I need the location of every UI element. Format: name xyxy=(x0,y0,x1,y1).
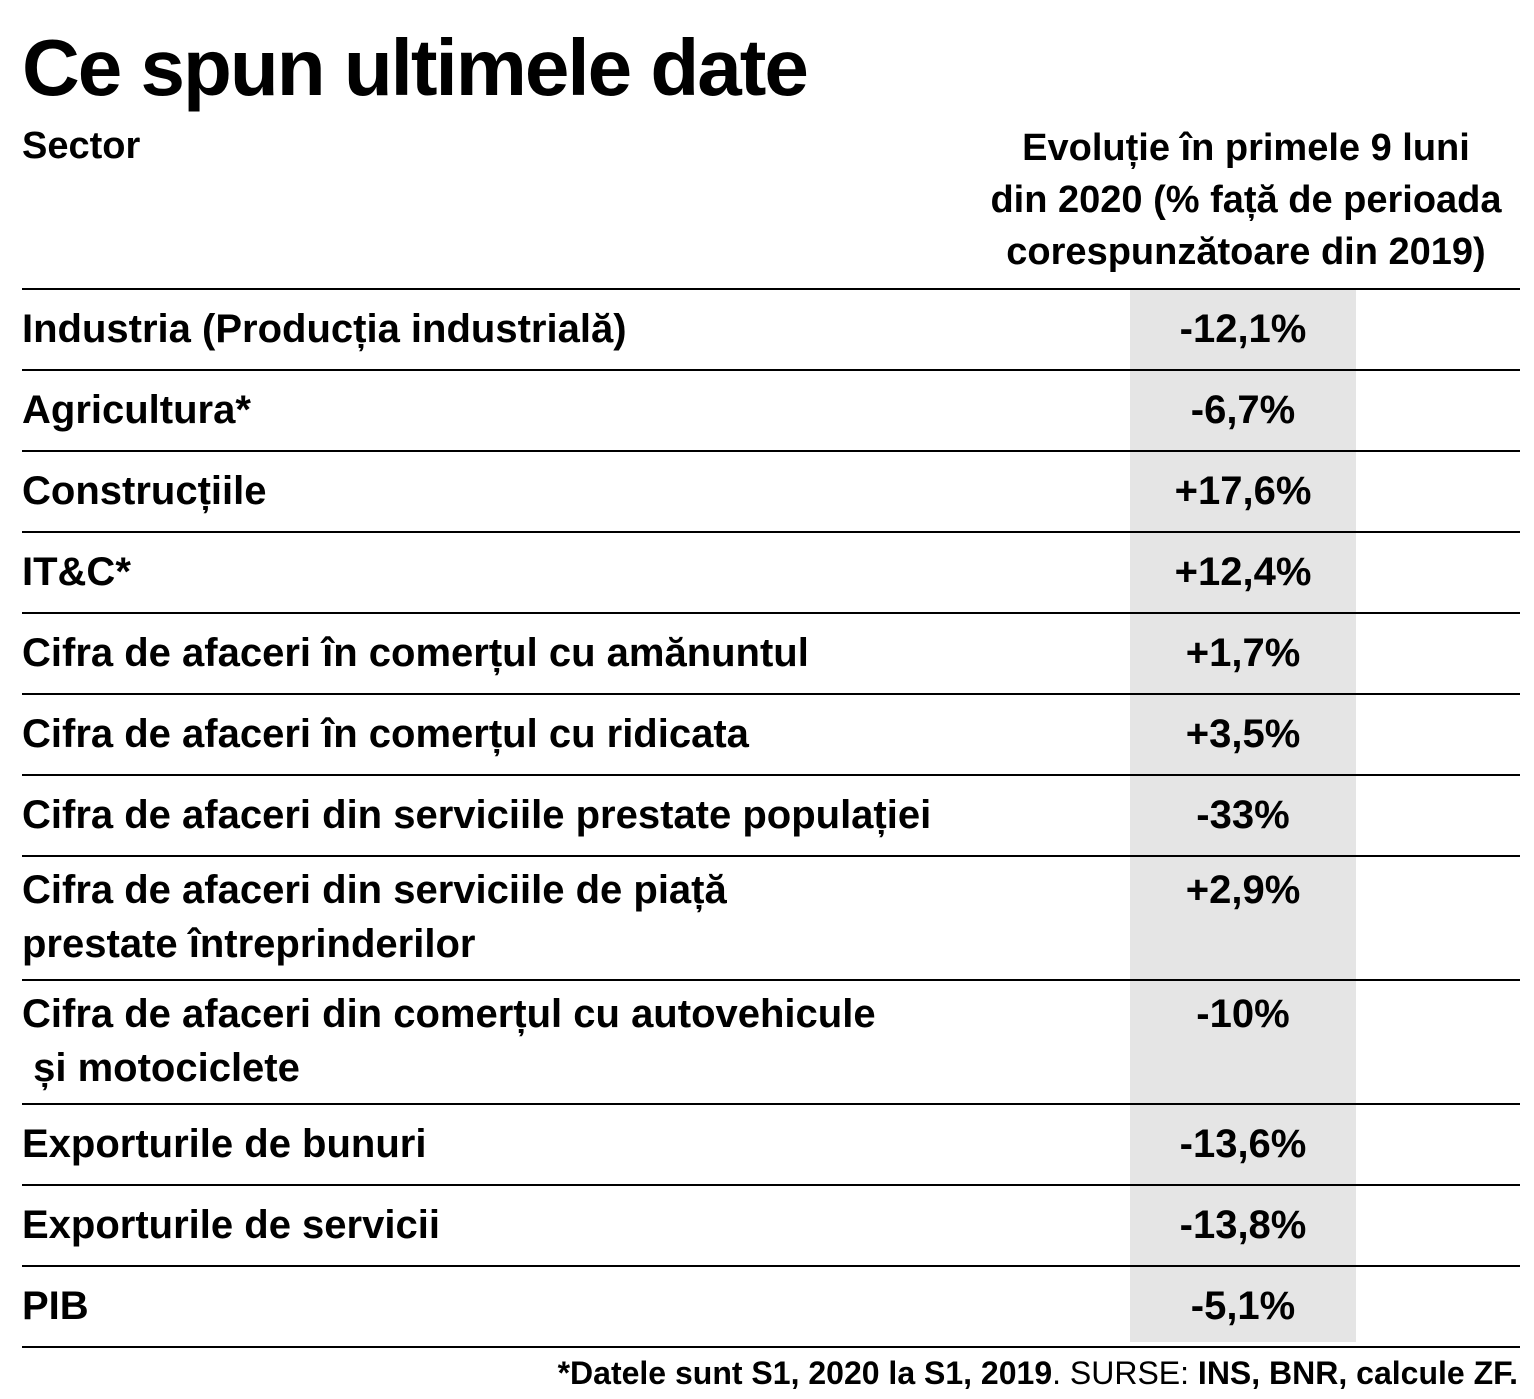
column-header-evolution-line: corespunzătoare din 2019) xyxy=(1006,231,1486,273)
value-cell: -5,1% xyxy=(1190,1284,1296,1328)
value-cell: +17,6% xyxy=(1174,469,1312,513)
row-divider xyxy=(22,1103,1520,1105)
sector-label-line: Agricultura* xyxy=(22,388,251,432)
table-row: Exporturile de servicii -13,8% xyxy=(22,1186,1520,1265)
row-divider xyxy=(22,369,1520,371)
row-divider xyxy=(22,612,1520,614)
sector-label-line: Cifra de afaceri din serviciile de piață xyxy=(22,868,727,912)
column-header-evolution: Evoluție în primele 9 luni din 2020 (% f… xyxy=(976,122,1516,278)
sector-label-line: PIB xyxy=(22,1284,89,1328)
row-divider xyxy=(22,288,1520,290)
column-header-sector: Sector xyxy=(22,125,141,167)
row-divider xyxy=(22,450,1520,452)
sector-label-line: IT&C* xyxy=(22,550,131,594)
table-row: Cifra de afaceri în comerțul cu amănuntu… xyxy=(22,614,1520,693)
sector-label-line: Exporturile de bunuri xyxy=(22,1122,427,1166)
data-table: Industria (Producția industrială) -12,1% A… xyxy=(22,288,1520,1348)
sector-label-line: și motociclete xyxy=(22,1046,300,1090)
sector-label-line: Cifra de afaceri din comerțul cu autoveh… xyxy=(22,992,876,1036)
table-row: Agricultura* -6,7% xyxy=(22,371,1520,450)
value-cell: +3,5% xyxy=(1185,712,1301,756)
table-row: Cifra de afaceri din serviciile de piață… xyxy=(22,857,1520,979)
value-column-shading xyxy=(1130,290,1356,1342)
sector-label: Industria (Producția industrială) xyxy=(22,302,627,356)
sector-label: Exporturile de bunuri xyxy=(22,1117,426,1171)
sector-label: IT&C* xyxy=(22,545,131,599)
column-header-evolution-line: Evoluție în primele 9 luni xyxy=(1022,127,1470,169)
table-row: Construcțiile +17,6% xyxy=(22,452,1520,531)
value-cell: -6,7% xyxy=(1190,388,1296,432)
footnote-sources: INS, BNR, calcule ZF. xyxy=(1197,1355,1518,1391)
sector-label-line: Industria (Producția industrială) xyxy=(22,307,627,351)
sector-label: Cifra de afaceri în comerțul cu amănuntu… xyxy=(22,626,809,680)
table-row: Industria (Producția industrială) -12,1% xyxy=(22,290,1520,369)
footnote: *Datele sunt S1, 2020 la S1, 2019. SURSE… xyxy=(558,1350,1518,1396)
footnote-sources-label: SURSE: xyxy=(1069,1355,1198,1391)
row-divider xyxy=(22,1346,1520,1348)
sector-label: Cifra de afaceri în comerțul cu ridicata xyxy=(22,707,749,761)
sector-label: Construcțiile xyxy=(22,464,266,518)
row-divider xyxy=(22,979,1520,981)
footnote-separator: . xyxy=(1052,1355,1070,1391)
sector-label-line: Cifra de afaceri în comerțul cu amănuntu… xyxy=(22,631,809,675)
row-divider xyxy=(22,1184,1520,1186)
sector-label-line: Exporturile de servicii xyxy=(22,1203,440,1247)
table-row: Cifra de afaceri din comerțul cu autoveh… xyxy=(22,981,1520,1103)
table-row: IT&C* +12,4% xyxy=(22,533,1520,612)
value-cell: -10% xyxy=(1196,992,1290,1036)
chart-title: Ce spun ultimele date xyxy=(22,23,809,112)
value-cell: +12,4% xyxy=(1174,550,1312,594)
sector-label: Cifra de afaceri din comerțul cu autoveh… xyxy=(22,987,876,1095)
value-cell: -13,6% xyxy=(1179,1122,1307,1166)
sector-label-line: prestate întreprinderilor xyxy=(22,922,476,966)
value-cell: -12,1% xyxy=(1179,307,1307,351)
sector-label: Agricultura* xyxy=(22,383,251,437)
value-cell: -33% xyxy=(1196,793,1290,837)
value-cell: +1,7% xyxy=(1185,631,1301,675)
column-header-evolution-line: din 2020 (% față de perioada xyxy=(990,179,1502,221)
value-cell: +2,9% xyxy=(1185,868,1301,912)
row-divider xyxy=(22,855,1520,857)
table-row: PIB -5,1% xyxy=(22,1267,1520,1346)
row-divider xyxy=(22,693,1520,695)
footnote-note: *Datele sunt S1, 2020 la S1, 2019 xyxy=(557,1355,1053,1391)
row-divider xyxy=(22,531,1520,533)
sector-label: Exporturile de servicii xyxy=(22,1198,440,1252)
row-divider xyxy=(22,1265,1520,1267)
table-row: Cifra de afaceri din serviciile prestate… xyxy=(22,776,1520,855)
sector-label: Cifra de afaceri din serviciile prestate… xyxy=(22,788,931,842)
table-row: Cifra de afaceri în comerțul cu ridicata… xyxy=(22,695,1520,774)
sector-label: PIB xyxy=(22,1279,89,1333)
sector-label-line: Cifra de afaceri din serviciile prestate… xyxy=(22,793,932,837)
sector-label-line: Construcțiile xyxy=(22,469,267,513)
sector-label: Cifra de afaceri din serviciile de piață… xyxy=(22,863,727,971)
value-cell: -13,8% xyxy=(1179,1203,1307,1247)
row-divider xyxy=(22,774,1520,776)
table-row: Exporturile de bunuri -13,6% xyxy=(22,1105,1520,1184)
sector-label-line: Cifra de afaceri în comerțul cu ridicata xyxy=(22,712,749,756)
